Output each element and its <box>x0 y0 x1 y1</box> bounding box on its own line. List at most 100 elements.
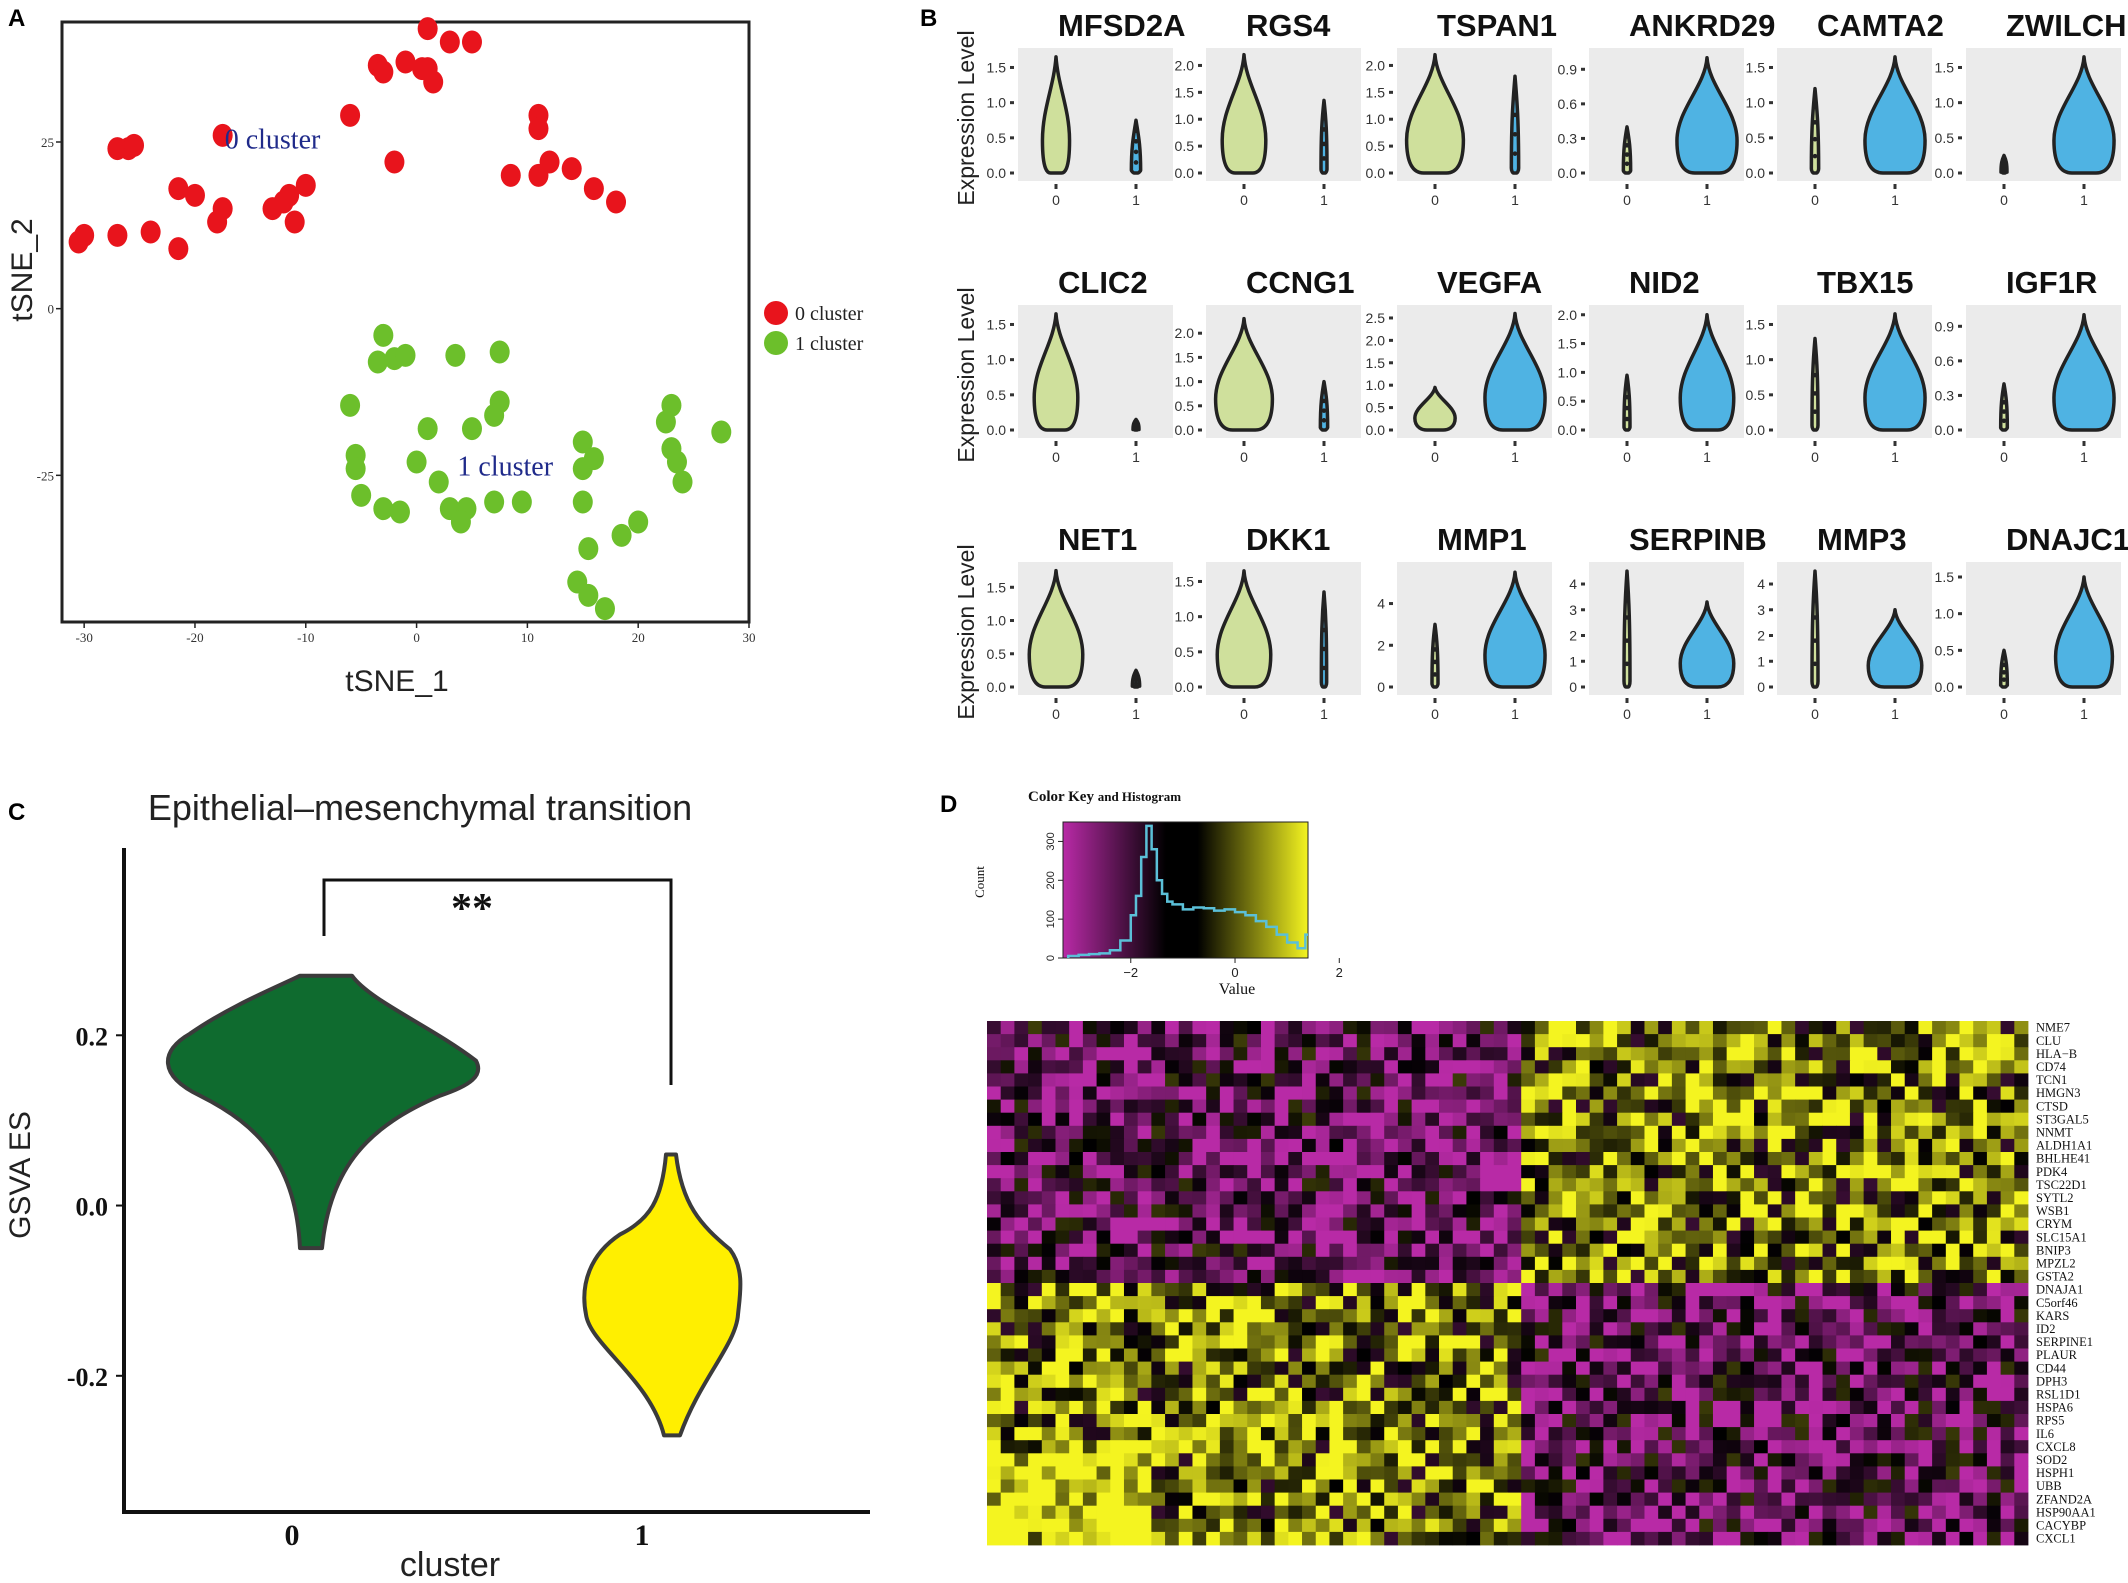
heatmap-cell <box>1767 1269 1782 1284</box>
heatmap-cell <box>2014 1269 2029 1284</box>
heatmap-cell <box>1233 1348 1248 1362</box>
heatmap-cell <box>1795 1361 1810 1376</box>
heatmap-cell <box>1151 1138 1166 1153</box>
scatter-point-1 <box>406 450 427 474</box>
heatmap-cell <box>1219 1479 1234 1493</box>
heatmap-cell <box>2014 1125 2029 1140</box>
heatmap-cell <box>1589 1152 1604 1166</box>
heatmap-cell <box>1918 1047 1933 1061</box>
violin-jitter-point <box>1512 131 1518 137</box>
heatmap-cell <box>1548 1243 1563 1258</box>
y-tick-label-b: 0.5 <box>1558 393 1578 409</box>
heatmap-cell <box>1945 1361 1960 1376</box>
heatmap-cell <box>1206 1256 1221 1271</box>
heatmap-cell <box>987 1453 1002 1467</box>
heatmap-cell <box>1384 1361 1399 1376</box>
heatmap-cell <box>1425 1230 1440 1245</box>
heatmap-cell <box>1945 1518 1960 1533</box>
heatmap-cell <box>1603 1256 1618 1271</box>
heatmap-cell <box>1891 1047 1906 1061</box>
heatmap-cell <box>1137 1165 1152 1179</box>
heatmap-cell <box>1699 1125 1714 1140</box>
heatmap-cell <box>1055 1243 1070 1258</box>
heatmap-cell <box>1165 1230 1180 1245</box>
heatmap-cell <box>1932 1230 1947 1245</box>
heatmap-cell <box>1891 1165 1906 1179</box>
violin-jitter-point <box>1133 419 1139 424</box>
heatmap-row-label: CTSD <box>2036 1099 2068 1113</box>
heatmap-cell <box>1329 1453 1344 1467</box>
violin-shape-0 <box>1213 316 1275 432</box>
heatmap-cell <box>1480 1073 1495 1087</box>
heatmap-cell <box>1836 1178 1851 1192</box>
heatmap-row-label: KARS <box>2036 1309 2069 1323</box>
heatmap-cell <box>1260 1086 1276 1100</box>
heatmap-cell <box>1658 1073 1673 1087</box>
heatmap-cell <box>1630 1466 1645 1480</box>
heatmap-cell <box>1891 1230 1906 1245</box>
heatmap-cell <box>1480 1518 1495 1533</box>
heatmap-cell <box>1973 1191 1988 1205</box>
heatmap-cell <box>1617 1309 1632 1323</box>
heatmap-cell <box>1439 1125 1454 1140</box>
heatmap-cell <box>1069 1060 1084 1074</box>
heatmap-cell <box>1932 1348 1947 1362</box>
heatmap-cell <box>1302 1099 1317 1114</box>
violin-shape-1 <box>1863 312 1927 432</box>
heatmap-cell <box>987 1479 1002 1493</box>
heatmap-cell <box>1302 1217 1317 1231</box>
heatmap-cell <box>1219 1322 1234 1336</box>
heatmap-cell <box>1370 1060 1385 1074</box>
heatmap-cell <box>1877 1374 1892 1389</box>
y-tick-label-b: 0.9 <box>1935 318 1955 334</box>
heatmap-cell <box>1178 1269 1193 1284</box>
heatmap-cell <box>1726 1099 1741 1114</box>
heatmap-cell <box>1534 1086 1549 1100</box>
heatmap-cell <box>1891 1518 1906 1533</box>
heatmap-cell <box>1754 1466 1769 1480</box>
gene-title: ANKRD29 <box>1629 8 1775 43</box>
heatmap-cell <box>1644 1531 1659 1546</box>
heatmap-cell <box>1397 1165 1413 1179</box>
heatmap-cell <box>1699 1361 1714 1376</box>
colorkey-ylabel: Count <box>972 866 987 898</box>
heatmap-cell <box>1808 1440 1823 1454</box>
heatmap-cell <box>1397 1283 1413 1297</box>
heatmap-cell <box>1767 1073 1782 1087</box>
scatter-point-1 <box>594 597 615 621</box>
heatmap-cell <box>1329 1361 1344 1376</box>
heatmap-cell <box>1110 1112 1125 1127</box>
heatmap-cell <box>1699 1269 1714 1284</box>
violin-jitter-point <box>1133 128 1139 134</box>
gene-title: CLIC2 <box>1058 265 1148 300</box>
heatmap-cell <box>1521 1505 1536 1520</box>
heatmap-cell <box>1644 1125 1659 1140</box>
heatmap-cell <box>1055 1440 1070 1454</box>
heatmap-cell <box>1589 1400 1604 1415</box>
heatmap-cell <box>1863 1335 1878 1349</box>
heatmap-cell <box>1055 1505 1070 1520</box>
heatmap-cell <box>1521 1034 1536 1048</box>
heatmap-cell <box>1370 1112 1385 1127</box>
heatmap-cell <box>1493 1230 1508 1245</box>
heatmap-cell <box>1384 1021 1399 1035</box>
heatmap-cell <box>1822 1531 1837 1546</box>
heatmap-cell <box>1178 1387 1193 1402</box>
heatmap-cell <box>1137 1400 1152 1415</box>
heatmap-cell <box>987 1099 1002 1114</box>
heatmap-cell <box>1425 1138 1440 1153</box>
heatmap-cell <box>1274 1073 1289 1087</box>
heatmap-cell <box>1192 1440 1207 1454</box>
heatmap-cell <box>1658 1479 1673 1493</box>
heatmap-cell <box>1425 1414 1440 1428</box>
heatmap-cell <box>1028 1309 1043 1323</box>
heatmap-cell <box>1795 1479 1810 1493</box>
heatmap-cell <box>1356 1191 1371 1205</box>
heatmap-cell <box>1589 1178 1604 1192</box>
heatmap-cell <box>1712 1256 1728 1271</box>
heatmap-cell <box>2014 1505 2029 1520</box>
heatmap-cell <box>1055 1492 1070 1507</box>
heatmap-cell <box>1192 1217 1207 1231</box>
heatmap-cell <box>1863 1178 1878 1192</box>
heatmap-cell <box>1822 1256 1837 1271</box>
